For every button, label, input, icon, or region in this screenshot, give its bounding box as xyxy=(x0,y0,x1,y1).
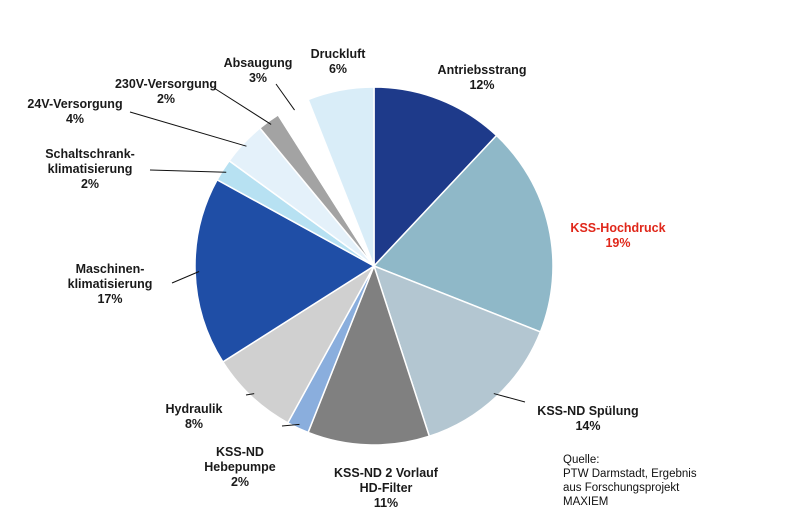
leader-line xyxy=(275,83,295,111)
leader-line xyxy=(171,271,200,284)
pie-slices xyxy=(194,86,554,446)
slice-label: KSS-ND Spülung 14% xyxy=(537,404,638,433)
slice-label: KSS-Hochdruck 19% xyxy=(570,221,665,250)
slice-label: KSS-ND 2 Vorlauf HD-Filter 11% xyxy=(334,466,439,510)
slice-label: Druckluft 6% xyxy=(311,47,367,76)
slice-label: Hydraulik 8% xyxy=(166,402,223,431)
source-line: MAXIEM xyxy=(563,496,609,508)
leader-lines xyxy=(129,83,526,427)
pie-slice xyxy=(373,86,498,268)
source-line: aus Forschungsprojekt xyxy=(563,482,680,494)
leader-line xyxy=(149,169,227,173)
source-line: Quelle: xyxy=(563,454,600,466)
slice-label: Maschinen-klimatisierung 17% xyxy=(68,262,153,306)
slice-label: KSS-ND Hebepumpe 2% xyxy=(204,445,276,489)
source-line: PTW Darmstadt, Ergebnis xyxy=(563,468,697,480)
pie-slice xyxy=(307,263,431,446)
pie-slice xyxy=(307,86,375,267)
source-note: Quelle: PTW Darmstadt, Ergebnis aus Fors… xyxy=(563,453,697,509)
slice-labels: Antriebsstrang 12% KSS-Hochdruck 19% KSS-ND … xyxy=(27,47,665,510)
pie-slice xyxy=(221,265,375,424)
leader-line xyxy=(493,393,526,403)
pie-slice xyxy=(372,134,554,333)
leader-line xyxy=(245,393,255,396)
leader-line xyxy=(281,423,300,427)
leader-line xyxy=(129,111,247,147)
slice-label: Absaugung 3% xyxy=(224,56,293,85)
slice-label: Schaltschrank-klimatisierung 2% xyxy=(45,147,135,191)
slice-label: 230V-Versorgung 2% xyxy=(115,77,217,106)
leader-line xyxy=(213,87,272,125)
slice-label: 24V-Versorgung 4% xyxy=(27,97,122,126)
pie-slice xyxy=(194,178,376,363)
slice-label: Antriebsstrang 12% xyxy=(438,63,527,92)
